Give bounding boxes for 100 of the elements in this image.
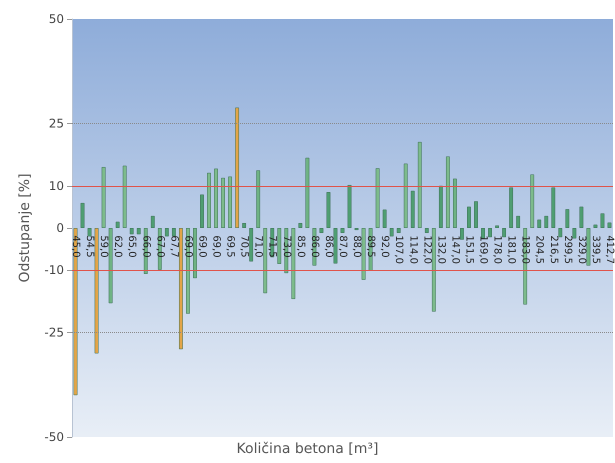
x-tick-label: 59,0 [98,235,110,258]
x-tick-label: 178,0 [492,235,503,264]
bar [438,186,443,228]
bar [80,202,84,228]
x-tick-label: 54,5 [84,235,96,258]
x-tick-label: 147,0 [449,235,460,264]
x-tick-label: 69,0 [182,235,194,258]
x-tick-label: 107,0 [393,235,404,264]
bar [291,228,296,300]
bar [382,210,387,228]
x-tick-label: 67,0 [154,235,166,258]
bar [256,170,260,228]
bar [537,220,542,228]
bar [410,190,415,228]
bar [390,228,394,236]
bar [249,228,254,262]
bar [467,206,471,228]
bar [334,228,338,264]
bar [579,206,584,228]
x-tick-label: 412,7 [604,235,615,264]
bar [551,187,556,228]
y-tick-label: 0 [56,221,64,235]
y-tick-label: -50 [44,430,64,444]
x-tick-label: 65,0 [126,235,138,258]
bar [319,228,324,234]
bar [608,222,612,228]
y-tick-label: 25 [48,116,64,130]
bar [326,192,330,228]
bar [298,222,302,228]
bar [586,228,590,266]
x-axis-title: Količina betona [m³] [236,441,378,457]
y-axis-title: Odstupanje [%] [17,173,33,283]
bar [396,228,401,234]
x-tick-label: 69,0 [210,235,222,258]
x-tick-label: 86,0 [308,235,320,258]
bar [136,228,141,234]
x-tick-label: 69,0 [196,235,208,258]
bar [221,178,225,228]
x-tick-label: 69,5 [224,235,236,258]
bar [214,168,218,228]
y-tick-label: 10 [48,179,64,194]
y-tick-label: 50 [48,12,64,26]
bar [207,172,211,228]
x-tick-label: 71,5 [266,235,278,258]
bar [122,166,127,228]
bar [178,228,183,350]
x-tick-label: 89,5 [365,235,376,258]
x-tick-label: 329,0 [576,235,587,264]
y-tick-label: -10 [44,262,64,277]
bar [404,164,408,228]
bar [228,176,232,228]
bar [488,228,492,238]
bar [193,228,197,278]
x-tick-label: 299,5 [562,235,573,264]
x-tick-label: 67,7 [168,235,180,258]
x-tick-label: 66,0 [140,235,152,258]
bar [102,166,106,228]
x-tick-label: 86,0 [322,235,334,258]
bar [432,228,436,312]
x-tick-label: 85,0 [294,235,306,258]
x-tick-label: 169,0 [478,235,489,264]
bar [516,216,520,228]
bar [502,228,506,238]
bar [481,228,485,238]
bar [277,228,282,264]
x-tick-label: 122,0 [421,235,432,264]
x-tick-label: 88,0 [351,235,362,258]
bar [418,142,422,228]
bar [172,228,176,236]
x-tick-label: 204,5 [534,235,545,264]
x-tick-label: 70,5 [238,235,250,258]
bar [164,228,169,236]
bar [108,228,113,304]
bar [452,178,457,228]
bar [348,184,352,228]
y-tick-label: -25 [44,326,64,340]
bar [460,228,464,240]
x-tick-label: 71,0 [252,235,264,258]
bar [594,224,598,228]
x-tick-label: 92,0 [379,235,390,258]
bar [362,228,366,280]
bar [94,228,99,354]
bar [263,228,268,294]
bar [474,201,478,228]
bar [235,108,240,228]
bar [305,158,310,228]
bar [565,209,570,228]
bar [572,228,576,238]
bar [446,156,450,228]
bar [130,228,134,234]
bar [242,222,246,228]
x-tick-label: 183,0 [520,235,531,264]
bar [495,225,500,228]
x-tick-label: 87,0 [337,235,348,258]
x-tick-label: 73,0 [280,235,292,258]
x-tick-label: 132,0 [435,235,446,264]
bar [376,168,380,228]
bar [544,216,548,228]
bar [88,228,92,236]
x-tick-label: 339,5 [590,235,601,264]
